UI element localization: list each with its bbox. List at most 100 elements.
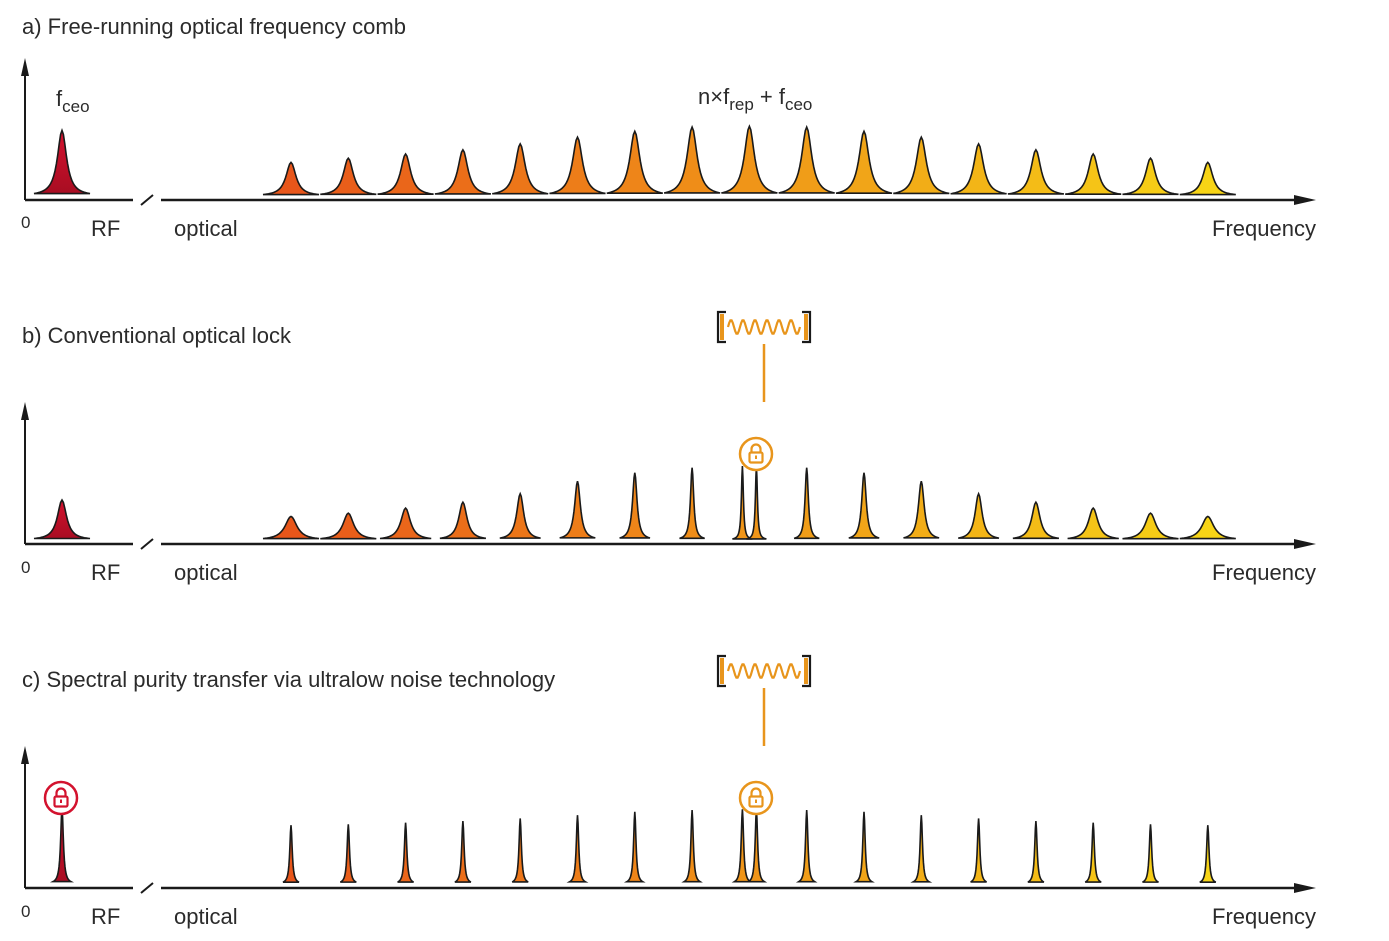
comb-mode-peak (566, 815, 589, 883)
comb-mode-formula: n×frep + fceo (698, 84, 812, 114)
axis-break-mark (140, 882, 154, 894)
comb-mode-peak (679, 467, 705, 540)
comb-mode-peak (1067, 506, 1119, 540)
comb-mode-peak (623, 811, 646, 883)
comb-mode-peak (958, 491, 1000, 539)
comb-mode-peak (492, 142, 549, 195)
comb-mode-peak (619, 472, 651, 539)
panel-a-optical-label: optical (174, 216, 238, 241)
panel-c-frequency-label: Frequency (1212, 904, 1316, 929)
y-axis-arrow (21, 402, 29, 420)
comb-mode-peak (721, 124, 778, 194)
comb-mode-peak (1122, 156, 1179, 196)
panel-c-rf-peak (49, 807, 75, 883)
panel-a-frequency-label: Frequency (1212, 216, 1316, 241)
rf-peak-path (33, 498, 91, 540)
panel-c-axes (21, 746, 1316, 894)
panel-b-title: b) Conventional optical lock (22, 323, 292, 348)
panel-a-rf-label: RF (91, 216, 120, 241)
panel-b-axes (21, 402, 1316, 550)
comb-mode-peak (950, 142, 1007, 195)
comb-mode-peak (681, 810, 703, 883)
comb-mode-peak (731, 809, 754, 883)
comb-mode-peak (262, 515, 320, 540)
comb-mode-peak (910, 815, 933, 883)
comb-mode-peak (793, 467, 820, 540)
panel-a: a) Free-running optical frequency comb f… (21, 14, 1316, 241)
panel-c-zero-label: 0 (21, 902, 30, 921)
comb-mode-peak (282, 825, 300, 883)
panel-a-title: a) Free-running optical frequency comb (22, 14, 406, 39)
panel-b-frequency-label: Frequency (1212, 560, 1316, 585)
rf-peak-path (33, 127, 91, 195)
panel-b-rf-peak (33, 498, 91, 540)
frequency-axis-arrow (1294, 883, 1316, 893)
comb-mode-peak (511, 818, 529, 883)
comb-mode-peak (439, 500, 487, 540)
panel-c-title: c) Spectral purity transfer via ultralow… (22, 667, 555, 692)
rf-padlock-icon (43, 780, 79, 816)
comb-mode-peak (1065, 152, 1122, 195)
comb-mode-peak (499, 491, 541, 539)
panel-b-rf-label: RF (91, 560, 120, 585)
panel-b-zero-label: 0 (21, 558, 30, 577)
comb-mode-peak (549, 135, 606, 195)
comb-mode-peak (848, 472, 880, 539)
comb-mode-peak (745, 809, 768, 883)
comb-mode-peak (377, 152, 434, 195)
fceo-label: fceo (56, 86, 90, 116)
comb-mode-peak (835, 129, 893, 194)
y-axis-arrow (21, 746, 29, 764)
panel-c-rf-label: RF (91, 904, 120, 929)
panel-b-comb (262, 466, 1236, 540)
comb-mode-peak (903, 481, 940, 539)
comb-mode-peak (746, 466, 767, 540)
comb-mode-peak (1199, 825, 1217, 883)
axis-break-mark (140, 194, 154, 206)
panel-c: c) Spectral purity transfer via ultralow… (21, 654, 1316, 929)
panel-a-axes (21, 58, 1316, 206)
comb-mode-peak (1179, 515, 1236, 540)
comb-mode-peak (1007, 148, 1065, 195)
comb-mode-peak (454, 820, 472, 883)
optical-cavity-spring-icon (716, 310, 812, 402)
comb-mode-peak (339, 824, 357, 883)
panel-a-rf-peak (33, 127, 91, 195)
comb-mode-peak (1142, 824, 1159, 883)
comb-mode-peak (732, 466, 753, 540)
comb-mode-peak (778, 124, 835, 194)
comb-mode-peak (1122, 512, 1179, 540)
comb-mode-peak (853, 811, 875, 883)
panel-b-optical-label: optical (174, 560, 238, 585)
comb-mode-peak (320, 512, 377, 540)
comb-mode-peak (397, 822, 414, 883)
axis-break-mark (140, 538, 154, 550)
comb-mode-peak (1027, 820, 1045, 883)
panel-a-comb (262, 124, 1236, 196)
comb-mode-peak (1179, 161, 1236, 196)
frequency-axis-arrow (1294, 539, 1316, 549)
comb-mode-peak (663, 124, 721, 194)
panel-a-zero-label: 0 (21, 213, 30, 232)
comb-mode-peak (970, 818, 987, 883)
panel-c-optical-label: optical (174, 904, 238, 929)
comb-mode-peak (606, 129, 663, 194)
comb-mode-peak (1012, 500, 1060, 540)
padlock-icon (738, 436, 774, 472)
optical-cavity-spring-icon (716, 654, 812, 746)
comb-mode-peak (262, 161, 320, 196)
panel-b: b) Conventional optical lock 0 RF optica… (21, 310, 1316, 585)
comb-mode-peak (893, 135, 950, 195)
rf-peak-path (49, 807, 75, 883)
y-axis-arrow (21, 58, 29, 76)
padlock-icon (738, 780, 774, 816)
comb-mode-peak (559, 481, 596, 539)
comb-mode-peak (379, 506, 432, 540)
frequency-axis-arrow (1294, 195, 1316, 205)
comb-mode-peak (795, 810, 818, 883)
comb-mode-peak (320, 156, 377, 196)
comb-mode-peak (434, 148, 492, 195)
panel-c-comb (282, 809, 1217, 883)
comb-mode-peak (1084, 822, 1102, 883)
